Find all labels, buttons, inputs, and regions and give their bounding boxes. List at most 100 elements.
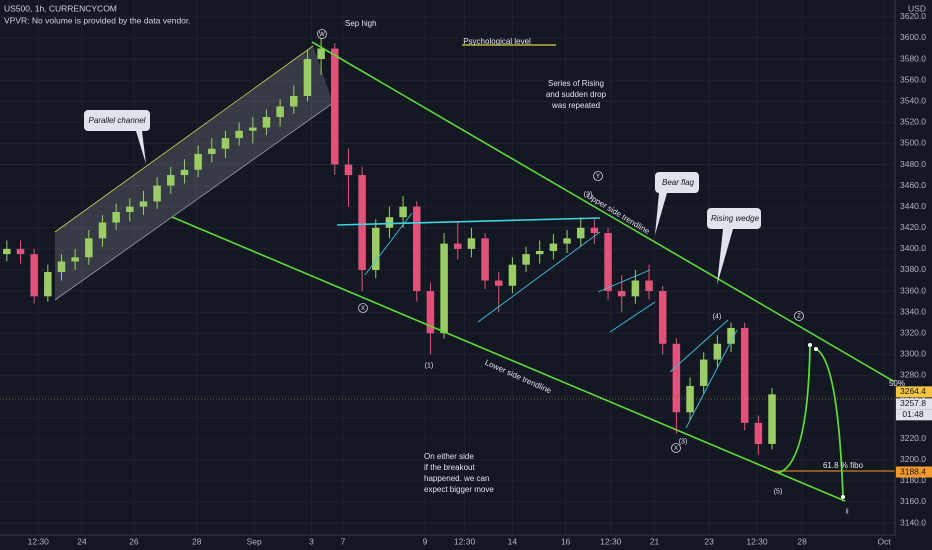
wave-circle (593, 171, 603, 181)
candle-body (194, 153, 202, 170)
candle-body (317, 48, 325, 60)
y-tick-label: 3460.0 (900, 180, 926, 190)
annotation: expect bigger move (424, 485, 494, 494)
wedge-line (669, 319, 729, 373)
candle-body (3, 248, 11, 255)
x-tick-label: 12:30 (746, 536, 768, 546)
candle-body (331, 48, 339, 165)
lower-trendline (171, 216, 846, 502)
candle-body (385, 217, 394, 228)
y-tick-label: 3280.0 (900, 370, 926, 380)
candle-body (372, 227, 380, 270)
wave-label: Z (797, 314, 801, 320)
y-tick-label: 3300.0 (900, 349, 926, 359)
countdown: 01:48 (902, 409, 924, 419)
x-tick-label: Oct (877, 536, 891, 546)
annotation: happened. we can (424, 474, 489, 483)
candle-body (112, 211, 120, 223)
candle-body (481, 238, 489, 281)
x-tick-label: 24 (77, 536, 87, 546)
channel-lower (54, 102, 334, 301)
price-tag (896, 398, 932, 410)
y-tick-label: 3220.0 (900, 433, 926, 443)
annotation: Series of Rising (548, 79, 604, 88)
candle-body (85, 238, 93, 258)
y-tick-label: 3620.0 (900, 11, 926, 21)
wedge-line (685, 329, 738, 429)
y-tick-label: 3440.0 (900, 201, 926, 211)
candle-body (617, 291, 626, 297)
candle-body (303, 59, 312, 96)
y-tick-label: 3540.0 (900, 95, 926, 105)
candle-body (399, 206, 407, 218)
flag-line (609, 301, 656, 333)
countdown-tag (896, 409, 932, 421)
wave-label: W (319, 32, 325, 38)
y-tick-label: 3340.0 (900, 306, 926, 316)
wave-label: (4) (713, 313, 722, 320)
candle-body (71, 257, 79, 262)
candle-body (180, 169, 189, 176)
currency: USD (908, 3, 926, 13)
wave-label: ii (845, 508, 849, 515)
candle-body (57, 261, 66, 273)
candle-body (453, 243, 462, 249)
annotation: 50% (889, 379, 905, 388)
wave-circle (358, 303, 368, 313)
callout (655, 172, 699, 235)
candle-body (276, 106, 284, 118)
annotation: and sudden drop (546, 90, 607, 99)
wave-label: Y (596, 174, 600, 180)
y-tick-label: 3380.0 (900, 264, 926, 274)
node (814, 347, 818, 351)
projection-up (777, 344, 811, 474)
wave-label: (2) (584, 191, 593, 198)
annotation: Rising wedge (711, 214, 760, 223)
candle-body (508, 264, 517, 286)
candle-body (290, 95, 298, 107)
candle-body (576, 227, 585, 239)
wave-circle (671, 443, 681, 453)
chart-title: US500, 1h, CURRENCYCOM (4, 3, 117, 13)
y-tick-label: 3140.0 (900, 517, 926, 527)
price-tag-label: 3257.8 (900, 398, 926, 408)
y-tick-label: 3400.0 (900, 243, 926, 253)
candles (3, 37, 776, 455)
x-tick-label: 12:30 (454, 536, 476, 546)
y-tick-label: 3160.0 (900, 496, 926, 506)
callout (707, 208, 761, 285)
annotation: Psychological level (463, 37, 531, 46)
candle-body (768, 394, 776, 444)
y-tick-label: 3560.0 (900, 74, 926, 84)
annotation: was repeated (551, 101, 600, 110)
candle-body (563, 238, 571, 244)
x-tick-label: 3 (309, 536, 314, 546)
price-axis (895, 0, 932, 550)
wave-label: (3) (679, 438, 688, 445)
x-tick-label: 12:30 (28, 536, 50, 546)
candle-body (153, 185, 161, 202)
candle-body (727, 327, 735, 344)
candle-body (467, 238, 476, 249)
candle-body (262, 117, 271, 128)
node (808, 343, 812, 347)
y-tick-label: 3360.0 (900, 285, 926, 295)
channel-upper (54, 45, 314, 233)
price-tag (896, 466, 932, 478)
candle-body (126, 206, 134, 212)
x-tick-label: 28 (797, 536, 807, 546)
channel-fill (55, 46, 333, 300)
candle-body (221, 138, 230, 149)
wave-circle (794, 311, 804, 321)
projection-down (815, 348, 844, 498)
x-tick-label: 28 (192, 536, 202, 546)
y-tick-label: 3500.0 (900, 138, 926, 148)
price-tag-label: 3264.4 (900, 386, 926, 396)
wave-label: (5) (774, 488, 783, 495)
candle-body (426, 291, 435, 334)
flag-line (597, 269, 651, 293)
y-tick-label: 3520.0 (900, 117, 926, 127)
x-tick-label: 16 (561, 536, 571, 546)
